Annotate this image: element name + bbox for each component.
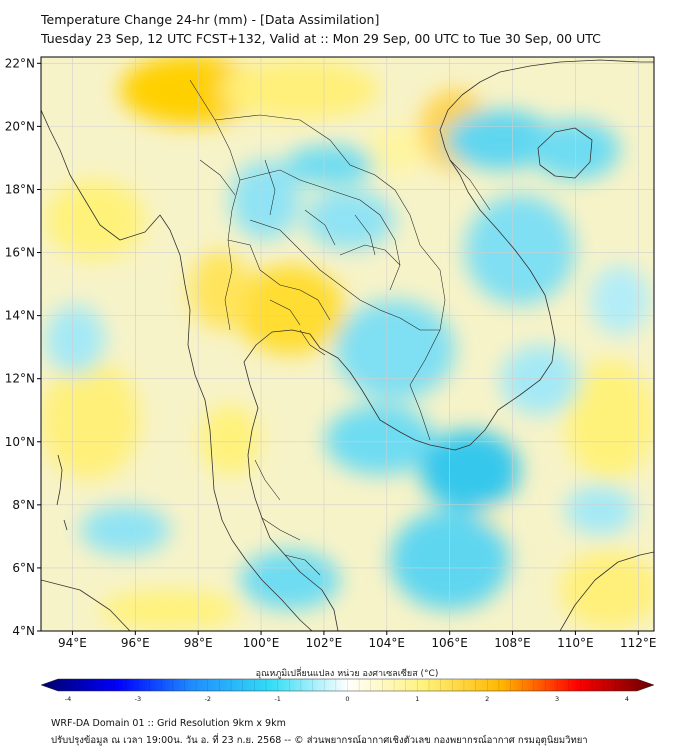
- lat-tick-label: 10°N: [5, 435, 35, 449]
- colorbar-tick-label: -1: [274, 695, 280, 703]
- map-title: Temperature Change 24-hr (mm) - [Data As…: [41, 12, 380, 27]
- footer-credit: ปรับปรุงข้อมูล ณ เวลา 19:00น. วัน อ. ที่…: [51, 735, 588, 746]
- admin-borders: [189, 79, 491, 576]
- lon-tick-label: 94°E: [58, 636, 87, 650]
- colorbar-title: อุณหภูมิเปลี่ยนแปลง หน่วย องศาเซลเซียส (…: [256, 666, 439, 679]
- colorbar-tick-label: 2: [485, 695, 489, 703]
- gridlines: [41, 57, 654, 631]
- map-subtitle: Tuesday 23 Sep, 12 UTC FCST+132, Valid a…: [41, 31, 601, 46]
- colorbar: [40, 678, 655, 692]
- anomaly-blobs: [41, 57, 654, 630]
- map-frame: [40, 56, 655, 632]
- lon-tick-label: 110°E: [557, 636, 594, 650]
- colorbar-tick-label: -3: [135, 695, 141, 703]
- colorbar-tick-label: -4: [65, 695, 71, 703]
- lat-tick-label: 6°N: [12, 561, 35, 575]
- lon-tick-label: 96°E: [121, 636, 150, 650]
- lon-tick-label: 106°E: [431, 636, 468, 650]
- lon-tick-label: 112°E: [620, 636, 657, 650]
- colorbar-tick-label: 1: [415, 695, 419, 703]
- longitude-axis: 94°E 96°E 98°E 100°E 102°E 104°E 106°E 108°E 110…: [58, 631, 657, 650]
- lon-tick-label: 108°E: [494, 636, 531, 650]
- colorbar-tick-label: 0: [345, 695, 349, 703]
- lat-tick-label: 4°N: [12, 624, 35, 638]
- colorbar-tick-label: -2: [205, 695, 211, 703]
- colorbar-tick-label: 3: [555, 695, 559, 703]
- colorbar-tick-label: 4: [625, 695, 629, 703]
- lon-tick-label: 100°E: [243, 636, 280, 650]
- coastlines: [41, 59, 654, 631]
- lat-tick-label: 8°N: [12, 498, 35, 512]
- lon-tick-label: 98°E: [184, 636, 213, 650]
- latitude-axis: 4°N 6°N 8°N 10°N 12°N 14°N 16°N 18°N 20°N 22°N: [5, 56, 41, 638]
- lat-tick-label: 20°N: [5, 119, 35, 133]
- lon-tick-label: 102°E: [306, 636, 343, 650]
- lat-tick-label: 12°N: [5, 372, 35, 386]
- lat-tick-label: 16°N: [5, 246, 35, 260]
- lat-tick-label: 18°N: [5, 182, 35, 196]
- footer-model-info: WRF-DA Domain 01 :: Grid Resolution 9km …: [51, 718, 286, 729]
- colorbar-ticks: -4 -3 -2 -1 0 1 2 3 4: [65, 679, 629, 703]
- lon-tick-label: 104°E: [369, 636, 406, 650]
- lat-tick-label: 14°N: [5, 309, 35, 323]
- temperature-field: [41, 57, 654, 631]
- lat-tick-label: 22°N: [5, 56, 35, 70]
